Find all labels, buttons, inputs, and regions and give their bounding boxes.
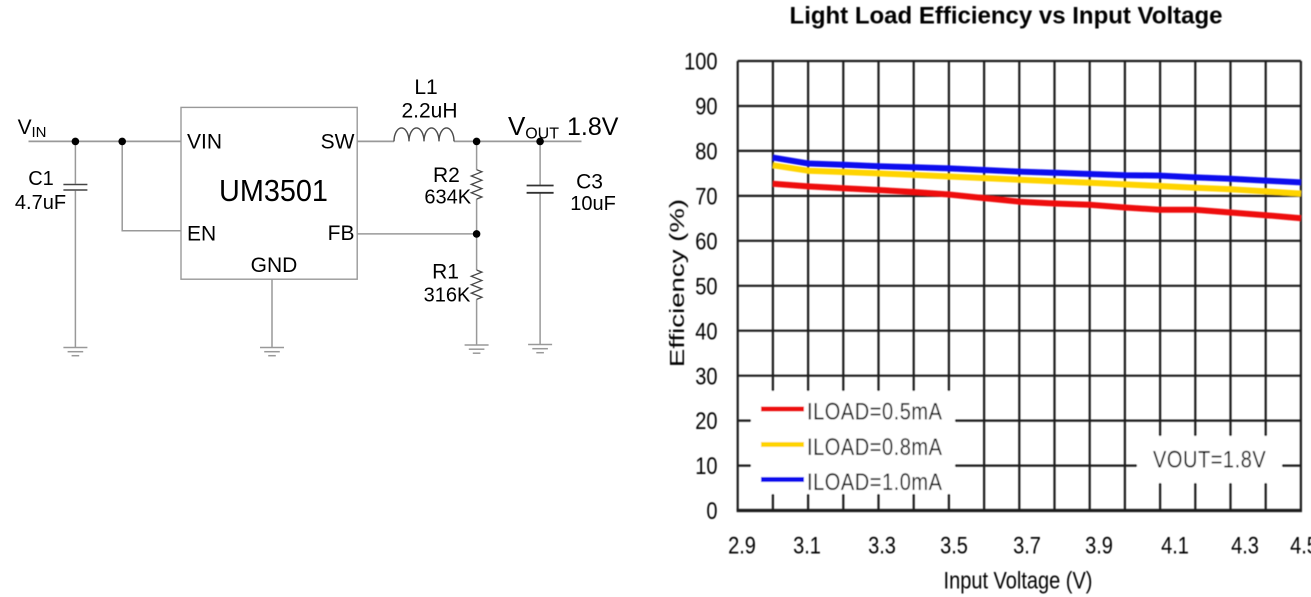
svg-text:R2: R2 (433, 164, 460, 187)
svg-text:3.3: 3.3 (868, 532, 896, 559)
svg-text:3.7: 3.7 (1013, 532, 1041, 559)
svg-text:60: 60 (695, 228, 717, 255)
svg-text:10: 10 (695, 453, 717, 480)
svg-text:VIN: VIN (187, 131, 222, 154)
svg-text:2.9: 2.9 (728, 532, 756, 559)
svg-text:30: 30 (695, 363, 717, 390)
svg-text:Input Voltage (V): Input Voltage (V) (944, 567, 1093, 594)
svg-text:1.8V: 1.8V (567, 113, 619, 141)
svg-text:4.5: 4.5 (1290, 532, 1311, 559)
svg-text:UM3501: UM3501 (219, 174, 328, 208)
svg-text:C3: C3 (576, 171, 603, 194)
svg-text:ILOAD=0.5mA: ILOAD=0.5mA (807, 398, 942, 425)
svg-text:ILOAD=1.0mA: ILOAD=1.0mA (807, 468, 942, 495)
svg-text:OUT: OUT (525, 126, 559, 143)
svg-text:V: V (18, 116, 32, 139)
svg-text:V: V (508, 111, 526, 141)
svg-text:100: 100 (684, 48, 717, 75)
svg-text:316K: 316K (424, 285, 471, 307)
svg-text:3.5: 3.5 (940, 532, 968, 559)
svg-text:VOUT=1.8V: VOUT=1.8V (1153, 446, 1266, 473)
svg-text:4.7uF: 4.7uF (15, 192, 66, 214)
svg-text:90: 90 (695, 93, 717, 120)
svg-text:EN: EN (187, 222, 216, 245)
svg-text:634K: 634K (424, 187, 471, 209)
svg-text:Efficiency (%): Efficiency (%) (667, 199, 689, 367)
svg-text:SW: SW (321, 131, 355, 154)
svg-text:Light Load Efficiency vs Input: Light Load Efficiency vs Input Voltage (790, 3, 1223, 30)
svg-text:IN: IN (32, 124, 47, 141)
svg-text:ILOAD=0.8mA: ILOAD=0.8mA (807, 433, 942, 460)
svg-text:2.2uH: 2.2uH (401, 100, 457, 123)
svg-text:C1: C1 (28, 168, 54, 190)
svg-text:FB: FB (328, 222, 355, 245)
svg-text:20: 20 (695, 408, 717, 435)
svg-text:L1: L1 (414, 76, 437, 99)
svg-text:GND: GND (251, 254, 298, 277)
svg-text:10uF: 10uF (570, 193, 616, 215)
svg-text:80: 80 (695, 138, 717, 165)
svg-text:3.1: 3.1 (793, 532, 821, 559)
svg-text:50: 50 (695, 273, 717, 300)
svg-text:R1: R1 (432, 261, 459, 284)
svg-text:0: 0 (706, 497, 717, 524)
svg-text:4.3: 4.3 (1231, 532, 1259, 559)
svg-text:40: 40 (695, 318, 717, 345)
svg-text:3.9: 3.9 (1085, 532, 1113, 559)
svg-text:4.1: 4.1 (1161, 532, 1189, 559)
svg-text:70: 70 (695, 183, 717, 210)
